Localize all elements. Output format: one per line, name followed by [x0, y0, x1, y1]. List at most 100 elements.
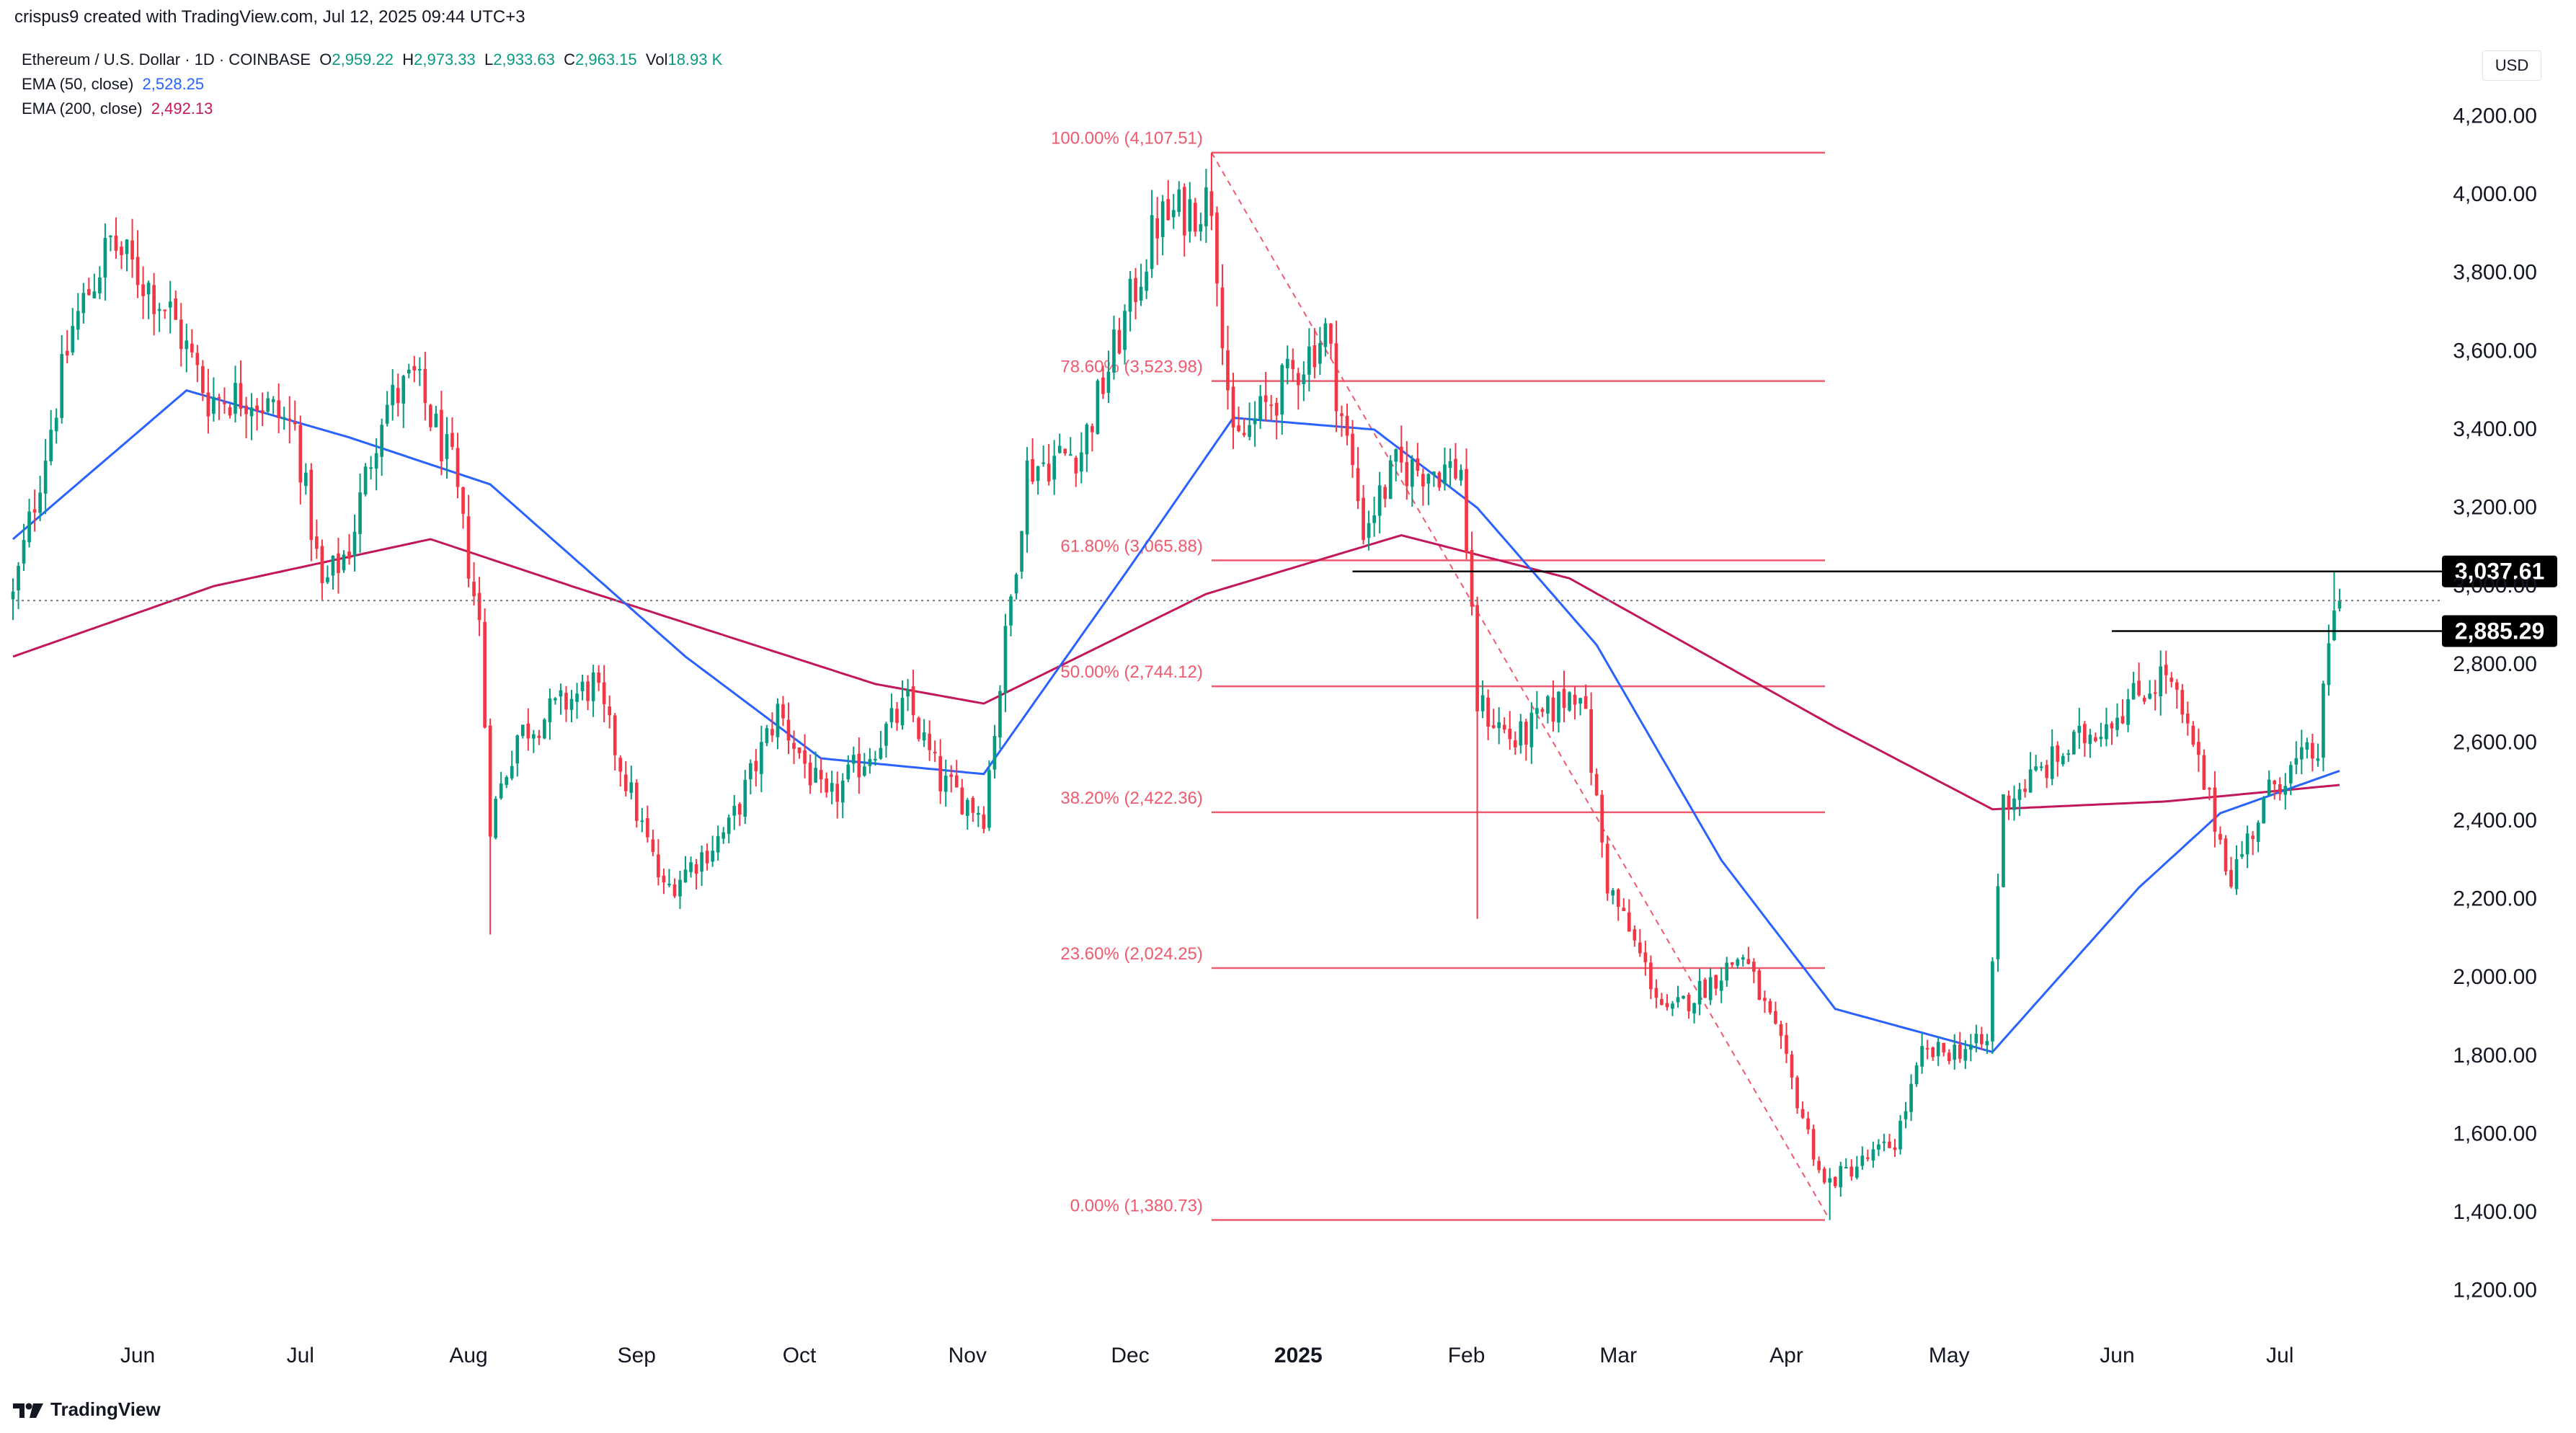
candle-body	[1139, 286, 1143, 301]
candle-body	[2197, 742, 2200, 755]
candle	[770, 712, 774, 742]
candle	[868, 747, 872, 774]
price-tick-label: 2,000.00	[2453, 965, 2537, 989]
candle	[591, 665, 595, 717]
candle-body	[2327, 643, 2331, 686]
ema200-legend-row[interactable]: EMA (200, close) 2,492.13	[22, 99, 213, 118]
candle	[1931, 1046, 1935, 1061]
candle	[1953, 1034, 1957, 1070]
candle	[32, 489, 37, 532]
candle-body	[103, 238, 107, 278]
candle	[526, 708, 530, 751]
candle-body	[303, 472, 308, 487]
candle	[1513, 731, 1517, 755]
candle-body	[347, 551, 351, 559]
candle-body	[466, 516, 471, 579]
candle-body	[1540, 709, 1545, 712]
candle	[331, 555, 335, 590]
candle	[363, 463, 368, 497]
fib-level-label: 38.20% (2,422.36)	[1060, 789, 1202, 808]
candle-body	[1996, 886, 2000, 959]
candle	[1486, 689, 1490, 740]
horizontal-line-price-tag	[2442, 615, 2557, 647]
candle	[743, 770, 747, 825]
candle	[488, 718, 492, 935]
candle	[2332, 571, 2336, 642]
ema50-legend-row[interactable]: EMA (50, close) 2,528.25	[22, 75, 204, 94]
candle	[1833, 1176, 1837, 1189]
candle	[1996, 873, 2000, 972]
candle-body	[1741, 957, 1745, 960]
candle	[580, 674, 585, 701]
candle-body	[1465, 469, 1468, 554]
high-value: 2,973.33	[414, 50, 476, 68]
candle-body	[2110, 723, 2114, 729]
tradingview-logo[interactable]: TradingView	[12, 1398, 161, 1421]
candle-body	[2034, 766, 2038, 771]
candle-body	[1459, 469, 1463, 481]
candle	[1974, 1024, 1978, 1052]
candle	[1388, 455, 1393, 500]
candle	[1231, 373, 1235, 449]
candle	[1280, 363, 1284, 435]
candle-body	[2164, 665, 2168, 675]
candle	[2164, 650, 2168, 694]
candle	[2202, 749, 2206, 791]
candle	[1345, 403, 1349, 445]
candle	[1795, 1075, 1799, 1114]
candle-body	[1676, 997, 1680, 1003]
candle-body	[743, 779, 747, 817]
candle	[277, 383, 281, 434]
candle-body	[683, 869, 688, 883]
candle-body	[1480, 695, 1485, 711]
candle-body	[765, 728, 769, 744]
candle-body	[1432, 471, 1436, 475]
candle	[629, 766, 634, 800]
candle	[2273, 779, 2277, 800]
candle	[1849, 1159, 1854, 1181]
candle-body	[1746, 959, 1751, 964]
candle-body	[1611, 889, 1615, 896]
candle	[737, 802, 742, 826]
candle-body	[1199, 224, 1203, 232]
candle-body	[228, 407, 232, 416]
candle	[1800, 1101, 1805, 1119]
candle	[781, 696, 785, 727]
candle	[2023, 779, 2027, 798]
candle-body	[515, 735, 520, 764]
candle-body	[1627, 912, 1631, 932]
candle	[640, 808, 644, 833]
candle-body	[1697, 980, 1702, 1005]
candle	[1166, 179, 1171, 221]
candle-body	[825, 778, 829, 793]
candle-body	[1096, 381, 1100, 435]
candle	[1643, 941, 1648, 976]
candle-body	[2153, 692, 2157, 694]
candle-body	[1313, 345, 1317, 368]
candle	[157, 303, 161, 332]
candle-body	[857, 753, 861, 778]
candle	[667, 869, 671, 887]
currency-button[interactable]: USD	[2482, 50, 2541, 81]
candle-body	[689, 862, 693, 872]
candle	[1091, 423, 1094, 452]
candle	[2262, 796, 2265, 824]
candle-body	[2099, 737, 2103, 740]
candle-body	[781, 704, 785, 719]
candle	[2012, 785, 2016, 821]
candle	[1920, 1033, 1924, 1074]
candle	[1936, 1037, 1940, 1066]
symbol-name[interactable]: Ethereum / U.S. Dollar · 1D · COINBASE	[22, 50, 311, 68]
candle	[1215, 206, 1219, 307]
candle-body	[1177, 189, 1181, 213]
candle-body	[309, 469, 314, 541]
candle-body	[1893, 1147, 1897, 1150]
candle-body	[1074, 457, 1078, 474]
candle-body	[49, 430, 53, 461]
candle-body	[488, 725, 492, 837]
candle	[1194, 198, 1197, 237]
candle-body	[1551, 697, 1555, 722]
candle-body	[754, 760, 758, 771]
candle	[282, 407, 286, 430]
